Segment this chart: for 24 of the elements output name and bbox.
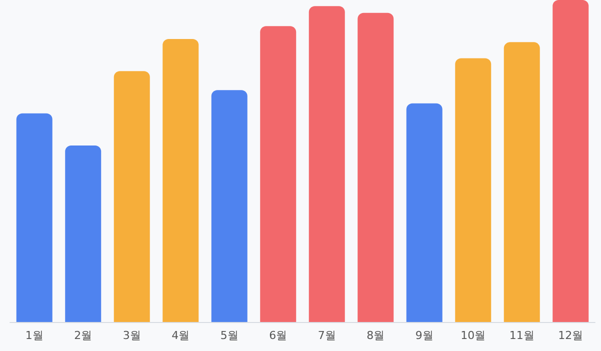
x-tick-label: 2월 [74,329,92,342]
bar [552,0,589,322]
bar [260,26,296,322]
bar [162,38,199,322]
x-tick-label: 1월 [25,329,44,342]
bar [211,90,248,322]
x-tick-label: 10월 [460,329,486,342]
x-tick-label: 8월 [366,329,385,342]
x-tick-label: 7월 [318,329,336,342]
bar [65,146,102,322]
x-tick-label: 3월 [122,329,141,342]
x-tick-label: 5월 [220,329,238,342]
x-tick-label: 4월 [172,329,190,342]
bar [406,103,442,322]
bar [308,6,345,322]
x-tick-label: 9월 [415,329,434,342]
x-tick-label: 6월 [269,329,288,342]
x-tick-label: 12월 [558,329,584,342]
bar [504,42,540,322]
bar [455,58,492,322]
bar [16,113,52,322]
bar [358,12,394,322]
x-tick-label: 11월 [509,329,534,342]
bar [114,71,150,322]
